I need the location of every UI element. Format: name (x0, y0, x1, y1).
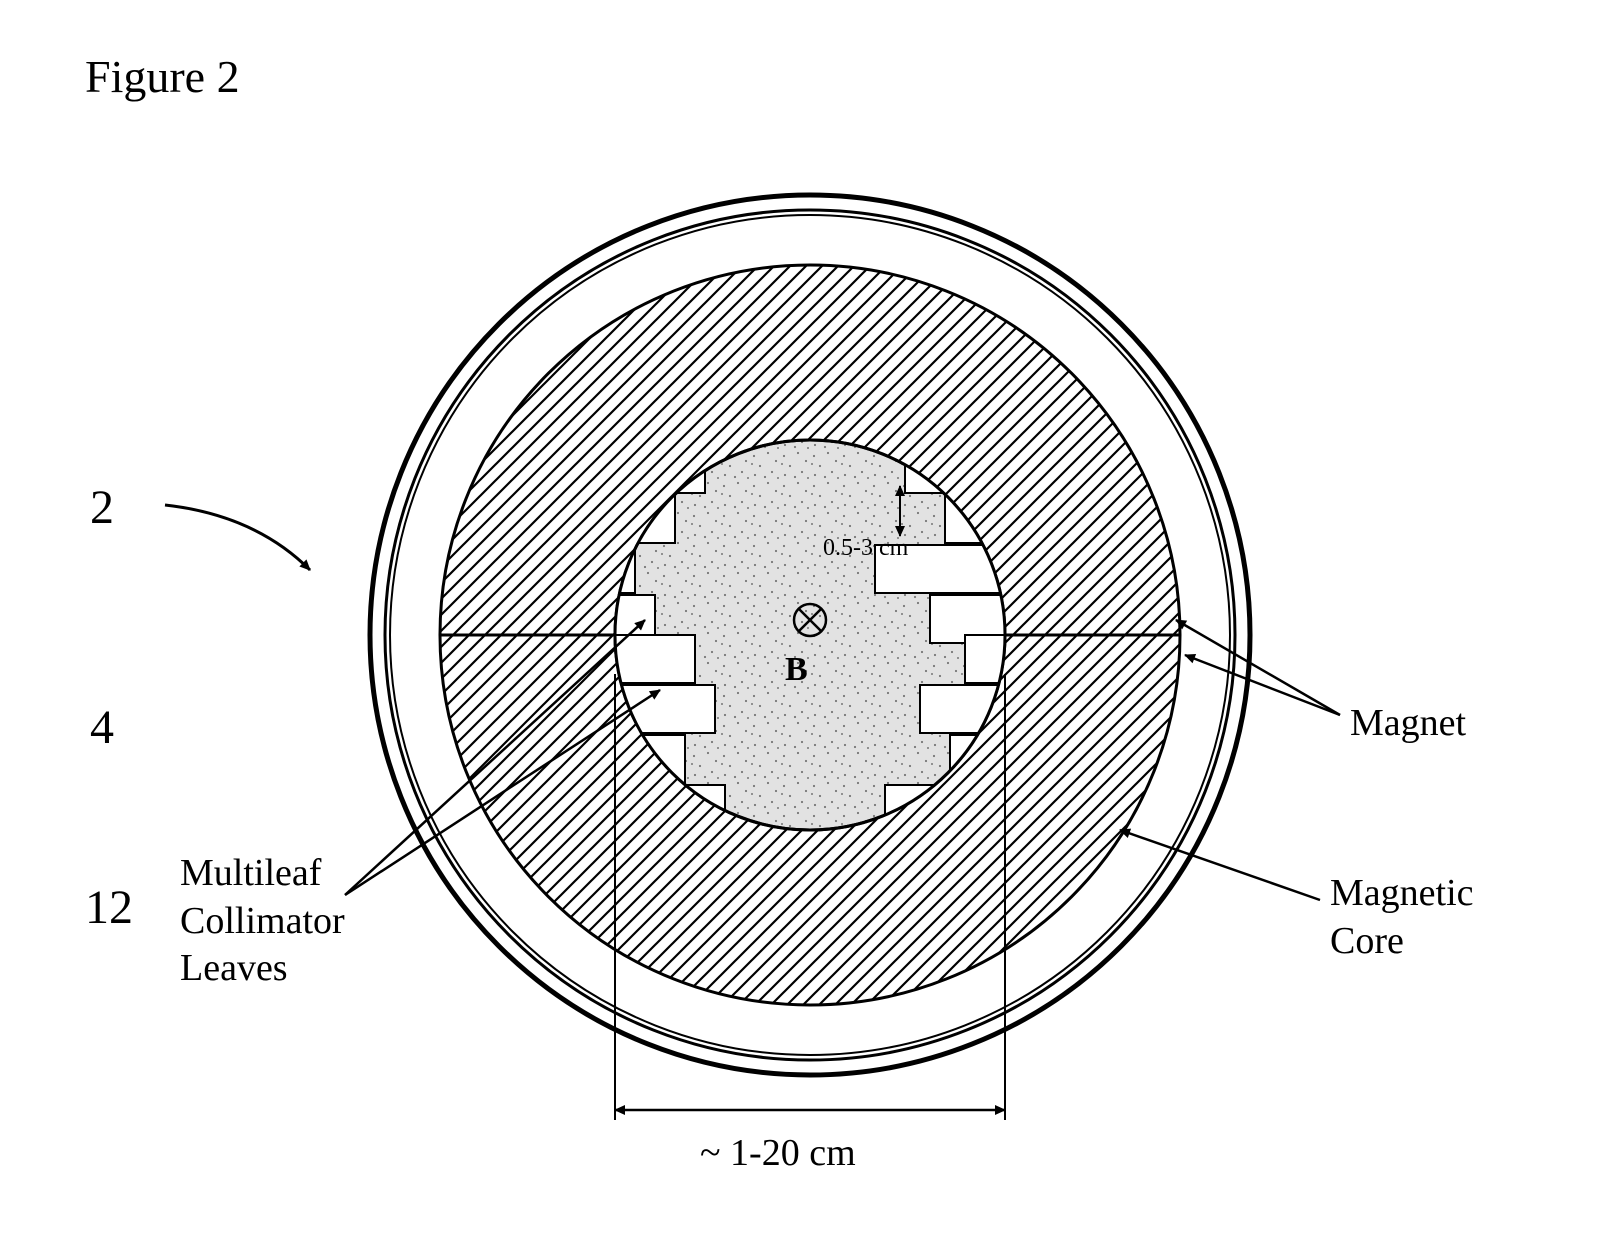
page: Figure 2 2 4 12 Multileaf Collimator Lea… (0, 0, 1605, 1258)
diagram-svg: B 0.5-3 cm (0, 0, 1605, 1258)
b-label: B (785, 651, 808, 688)
leaf-width-label: 0.5-3 cm (823, 535, 909, 561)
